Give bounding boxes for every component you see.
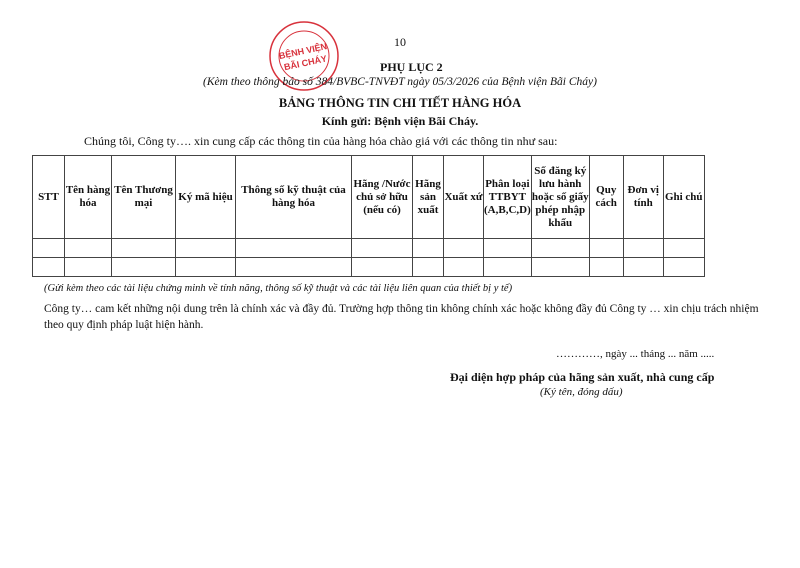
table-cell <box>443 257 484 277</box>
table-cell <box>351 238 413 258</box>
col-header: Phân loại TTBYT (A,B,C,D) <box>483 155 532 239</box>
col-header: Thông số kỹ thuật của hàng hóa <box>235 155 352 239</box>
hospital-stamp: BỆNH VIỆN BÃI CHÁY <box>269 21 339 91</box>
table-cell <box>175 238 236 258</box>
col-header: Đơn vị tính <box>622 155 664 239</box>
page-number: 10 <box>394 35 406 49</box>
table-cell <box>622 257 664 277</box>
table-cell <box>412 257 444 277</box>
goods-info-table: STT Tên hàng hóa Tên Thương mại Ký mã hi… <box>32 155 705 277</box>
table-cell <box>530 238 590 258</box>
col-header: STT <box>32 155 65 239</box>
table-cell <box>111 238 176 258</box>
col-header: Tên hàng hóa <box>64 155 112 239</box>
col-header: Hãng sản xuất <box>412 155 444 239</box>
appendix-subtitle: (Kèm theo thông báo số 384/BVBC-TNVĐT ng… <box>203 76 597 88</box>
col-header: Xuất xứ <box>443 155 484 239</box>
table-cell <box>483 257 532 277</box>
sign-note: (Ký tên, đóng dấu) <box>540 386 623 398</box>
table-cell <box>588 238 624 258</box>
table-cell <box>622 238 664 258</box>
table-cell <box>235 257 352 277</box>
table-cell <box>175 257 236 277</box>
table-cell <box>64 238 112 258</box>
col-header: Tên Thương mại <box>111 155 176 239</box>
table-row <box>32 238 705 258</box>
date-line: …………, ngày ... tháng ... năm ..... <box>556 348 715 360</box>
table-cell <box>662 238 705 258</box>
table-row <box>32 257 705 277</box>
commitment-text: Công ty… cam kết những nội dung trên là … <box>44 303 759 331</box>
table-cell <box>235 238 352 258</box>
table-cell <box>588 257 624 277</box>
col-header: Ghi chú <box>662 155 705 239</box>
col-header: Ký mã hiệu <box>175 155 236 239</box>
intro-text: Chúng tôi, Công ty…. xin cung cấp các th… <box>84 134 558 148</box>
addressee: Kính gửi: Bệnh viện Bãi Cháy. <box>321 114 479 128</box>
appendix-title: PHỤ LỤC 2 <box>380 60 443 74</box>
table-cell <box>32 257 65 277</box>
col-header: Hãng /Nước chủ sở hữu (nếu có) <box>351 155 413 239</box>
table-cell <box>412 238 444 258</box>
table-header-row: STT Tên hàng hóa Tên Thương mại Ký mã hi… <box>32 155 705 239</box>
col-header: Quy cách <box>588 155 624 239</box>
attachment-note: (Gửi kèm theo các tài liệu chứng minh về… <box>44 283 513 294</box>
table-cell <box>111 257 176 277</box>
col-header: Số đăng ký lưu hành hoặc số giấy phép nh… <box>530 155 590 239</box>
table-title: BẢNG THÔNG TIN CHI TIẾT HÀNG HÓA <box>278 96 522 110</box>
table-cell <box>32 238 65 258</box>
table-cell <box>530 257 590 277</box>
table-cell <box>483 238 532 258</box>
table-cell <box>662 257 705 277</box>
table-cell <box>64 257 112 277</box>
representative-label: Đại diện hợp pháp của hãng sản xuất, nhà… <box>450 370 715 384</box>
table-cell <box>351 257 413 277</box>
table-cell <box>443 238 484 258</box>
